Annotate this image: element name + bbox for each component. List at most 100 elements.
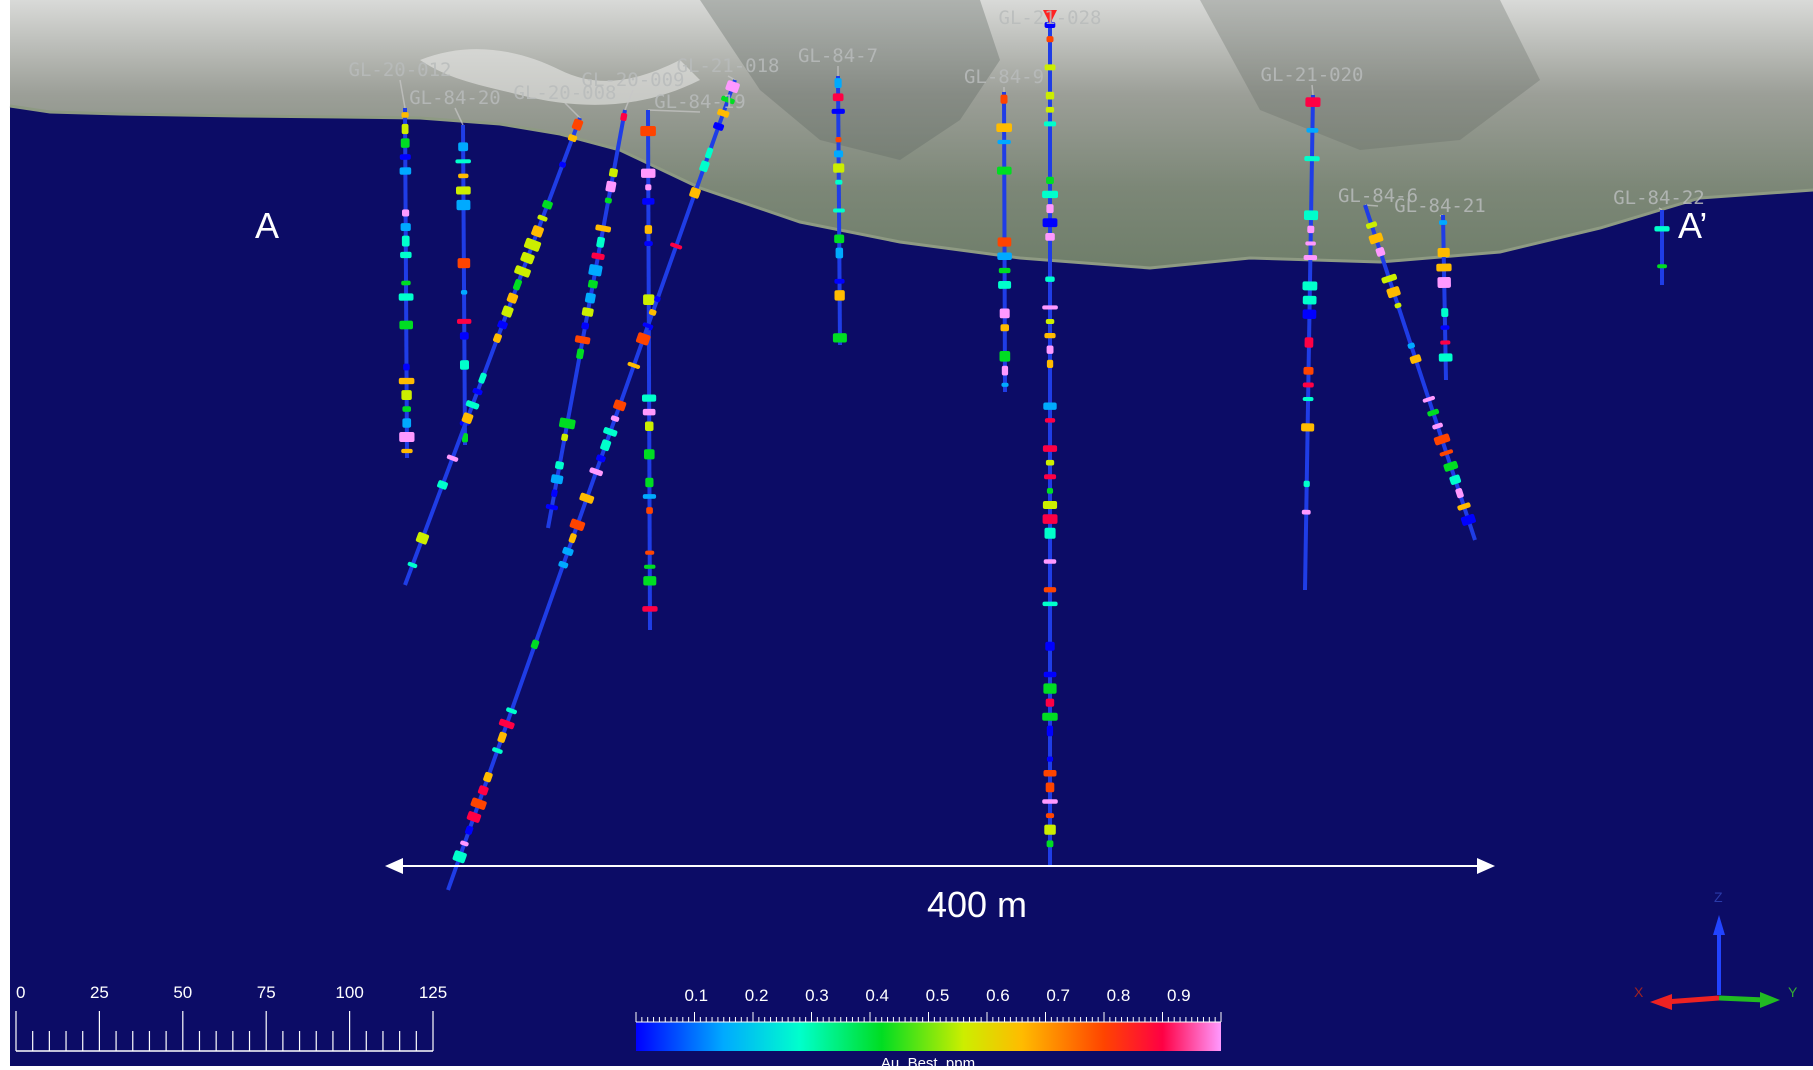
assay-interval <box>1305 241 1316 246</box>
assay-interval <box>537 214 548 222</box>
drill-hole-label: GL-21-018 <box>677 55 780 77</box>
assay-interval <box>605 180 617 193</box>
drill-hole[interactable] <box>403 102 584 586</box>
assay-interval <box>1042 190 1058 199</box>
assay-interval <box>1304 156 1320 162</box>
assay-interval <box>1045 698 1055 707</box>
drill-hole[interactable] <box>1042 18 1058 865</box>
assay-interval <box>596 454 606 463</box>
assay-interval <box>1440 325 1450 330</box>
color-legend: Au_Best_ppm 0.1 0.2 0.3 0.4 0.5 0.6 0.7 0.8 0.9 <box>635 986 1222 1070</box>
legend-tick-label: 0.5 <box>926 986 950 1005</box>
hole-trace <box>546 109 627 529</box>
assay-interval <box>1046 204 1054 214</box>
assay-interval <box>456 199 471 211</box>
assay-interval <box>1437 247 1450 258</box>
assay-interval <box>1001 382 1009 387</box>
assay-interval <box>465 400 480 410</box>
assay-interval <box>595 224 612 233</box>
drill-hole-label: GL-84-7 <box>798 45 878 67</box>
assay-interval <box>1045 641 1055 651</box>
assay-interval <box>713 122 725 131</box>
terrain-shading <box>700 0 1000 160</box>
assay-interval <box>644 241 653 247</box>
drill-hole[interactable] <box>446 75 740 891</box>
drill-hole-label: GL-84-21 <box>1394 195 1486 217</box>
assay-interval <box>571 118 584 131</box>
drill-hole[interactable] <box>1654 207 1670 285</box>
assay-interval <box>501 305 514 318</box>
assay-interval <box>1046 359 1054 368</box>
assay-interval <box>459 332 469 340</box>
drill-hole[interactable] <box>1363 204 1477 541</box>
legend-tick-label: 0.2 <box>745 986 769 1005</box>
distance-arrow <box>385 858 1495 874</box>
assay-interval <box>1001 365 1009 376</box>
drill-hole[interactable] <box>545 89 634 529</box>
assay-interval <box>465 825 474 835</box>
assay-interval <box>461 433 469 443</box>
assay-interval <box>512 279 523 291</box>
drill-hole[interactable] <box>1301 84 1321 591</box>
assay-interval <box>455 186 471 195</box>
assay-interval <box>1394 302 1402 309</box>
assay-interval <box>542 199 553 210</box>
assay-interval <box>996 123 1013 133</box>
assay-interval <box>478 372 487 384</box>
assay-interval <box>1046 176 1054 184</box>
assay-interval <box>587 279 598 289</box>
assay-interval <box>1305 97 1321 107</box>
assay-interval <box>551 489 558 498</box>
assay-interval <box>1460 513 1476 526</box>
assay-interval <box>1449 474 1462 485</box>
assay-interval <box>1657 264 1667 269</box>
assay-interval <box>581 322 590 330</box>
drill-hole[interactable] <box>996 87 1013 393</box>
assay-interval <box>645 477 654 488</box>
assay-interval <box>1436 263 1452 272</box>
assay-interval <box>1045 276 1055 282</box>
assay-interval <box>1443 460 1459 472</box>
drill-hole[interactable] <box>640 109 701 631</box>
drill-hole-label: GL-84-22 <box>1613 187 1705 209</box>
section-end-label: A’ <box>1678 205 1707 246</box>
assay-interval <box>644 421 654 432</box>
assay-interval <box>401 123 409 135</box>
assay-interval <box>455 159 471 164</box>
assay-interval <box>514 265 531 278</box>
assay-interval <box>403 363 410 371</box>
assay-interval <box>497 320 508 330</box>
assay-interval <box>401 112 409 118</box>
assay-interval <box>1368 232 1384 245</box>
assay-interval <box>717 108 730 118</box>
assay-interval <box>407 561 418 569</box>
drill-hole[interactable] <box>398 79 415 459</box>
assay-interval <box>1046 756 1054 762</box>
drill-hole-label: GL-84-19 <box>654 91 746 113</box>
assay-interval <box>568 533 577 544</box>
assay-interval <box>1042 712 1058 721</box>
hole-trace <box>1441 214 1448 381</box>
drill-hole[interactable] <box>454 107 472 446</box>
assay-interval <box>459 360 470 370</box>
drill-hole[interactable] <box>831 66 847 346</box>
assay-interval <box>646 507 653 514</box>
drill-hole[interactable] <box>1436 214 1453 381</box>
assay-interval <box>998 280 1012 289</box>
assay-interval <box>635 332 651 346</box>
assay-interval <box>834 278 845 284</box>
assay-interval <box>1043 402 1057 410</box>
assay-interval <box>642 408 656 416</box>
assay-interval <box>584 292 596 304</box>
assay-interval <box>670 242 683 250</box>
assay-interval <box>699 160 710 173</box>
assay-interval <box>1437 277 1451 288</box>
assay-interval <box>613 399 627 412</box>
assay-interval <box>835 136 842 143</box>
assay-interval <box>458 142 469 152</box>
assay-interval <box>456 318 472 324</box>
assay-interval <box>1303 255 1318 261</box>
assay-interval <box>1042 218 1058 228</box>
assay-interval <box>600 439 612 452</box>
